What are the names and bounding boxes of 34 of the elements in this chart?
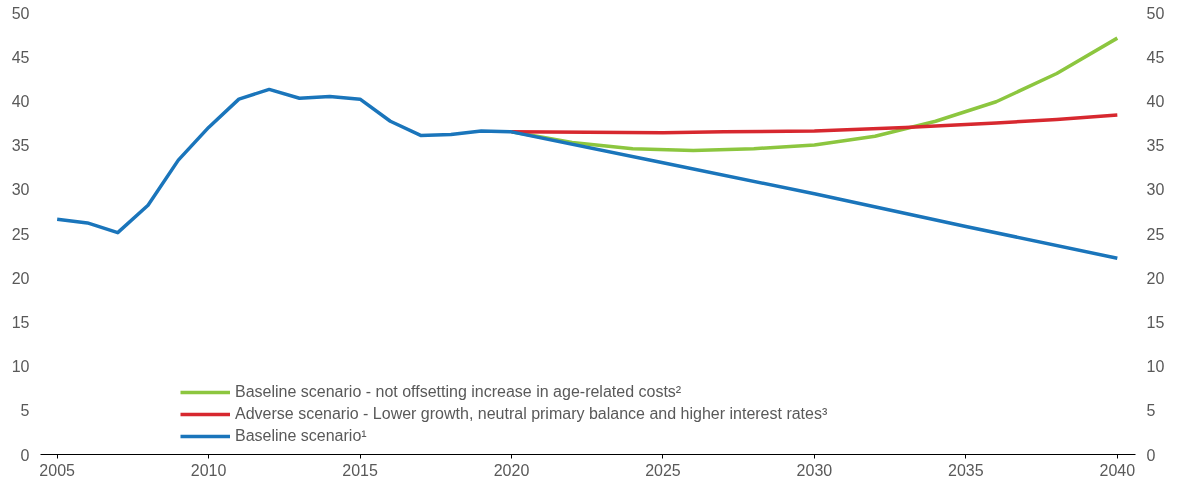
y2-tick-label: 10	[1146, 358, 1165, 376]
y2-tick-label: 15	[1146, 313, 1165, 331]
x-tick-label: 2025	[645, 461, 681, 479]
x-tick-label: 2040	[1099, 461, 1136, 479]
x-tick-label: 2035	[948, 461, 984, 479]
y2-tick-label: 50	[1146, 4, 1165, 22]
y-tick-label: 35	[11, 137, 30, 155]
y-tick-label: 0	[20, 446, 30, 464]
legend-label: Baseline scenario - not offsetting increase in age-related costs²	[235, 383, 682, 401]
y-tick-label: 15	[11, 313, 30, 331]
y2-tick-label: 20	[1146, 269, 1165, 287]
y2-tick-label: 40	[1146, 92, 1165, 110]
y2-tick-label: 0	[1146, 446, 1156, 464]
y-tick-label: 20	[11, 269, 30, 287]
y-tick-label: 10	[11, 358, 30, 376]
y-tick-label: 5	[20, 402, 30, 420]
y2-tick-label: 5	[1146, 402, 1156, 420]
y-tick-label: 50	[11, 4, 30, 22]
y2-tick-label: 45	[1146, 48, 1165, 66]
x-tick-label: 2010	[190, 461, 227, 479]
x-tick-label: 2005	[39, 461, 76, 479]
y2-tick-label: 25	[1146, 225, 1165, 243]
x-tick-label: 2020	[493, 461, 530, 479]
x-tick-label: 2015	[342, 461, 378, 479]
y-tick-label: 30	[11, 181, 30, 199]
legend-label: Adverse scenario - Lower growth, neutral primary balance and higher interest rates³	[235, 405, 828, 423]
y-tick-label: 25	[11, 225, 30, 243]
x-tick-label: 2030	[796, 461, 833, 479]
y-tick-label: 40	[11, 92, 30, 110]
legend-label: Baseline scenario¹	[235, 427, 367, 445]
y2-tick-label: 35	[1146, 137, 1165, 155]
y-tick-label: 45	[11, 48, 30, 66]
line-series	[55, 87, 1120, 260]
y2-tick-label: 30	[1146, 181, 1165, 199]
